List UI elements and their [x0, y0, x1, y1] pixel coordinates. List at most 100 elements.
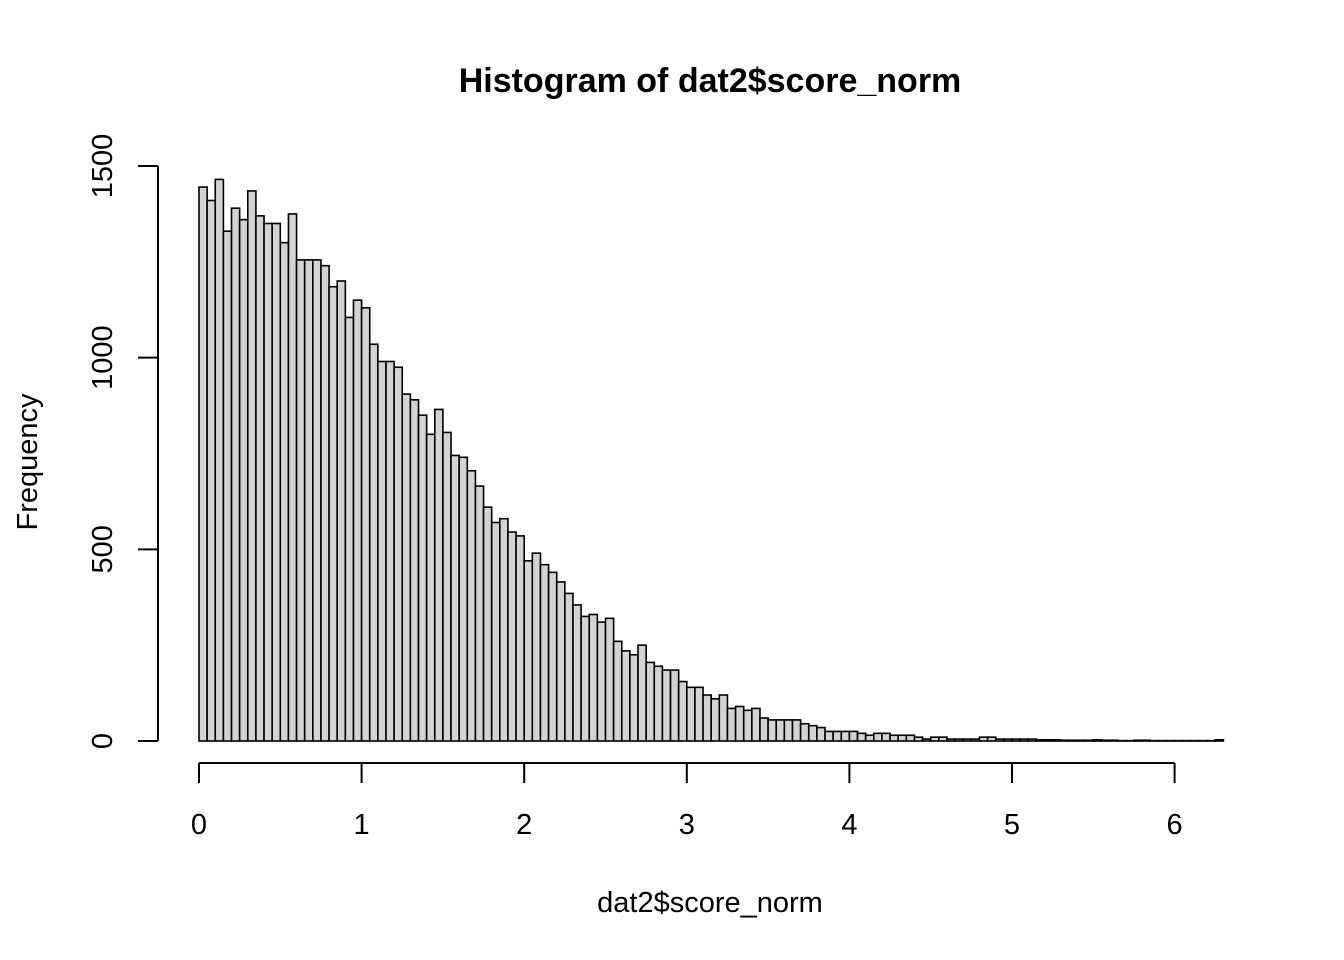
- histogram-bar: [214, 178, 225, 742]
- y-tick-label: 500: [87, 525, 119, 573]
- histogram-bar: [742, 709, 753, 742]
- histogram-bar: [279, 241, 290, 742]
- histogram-bar: [344, 316, 355, 742]
- histogram-bar: [653, 665, 664, 742]
- histogram-bar: [1051, 739, 1062, 742]
- histogram-bar: [1027, 738, 1038, 742]
- histogram-bar: [832, 730, 843, 742]
- histogram-bar: [547, 571, 558, 742]
- histogram-bar: [474, 485, 485, 742]
- y-tick-label: 1500: [87, 134, 119, 199]
- histogram-bar: [458, 456, 469, 742]
- histogram-bar: [1068, 739, 1078, 742]
- x-tick-label: 1: [354, 809, 370, 841]
- histogram-bar: [572, 604, 582, 742]
- histogram-bar: [759, 717, 769, 742]
- histogram-bar: [507, 531, 517, 742]
- histogram-bar: [320, 264, 330, 742]
- histogram-bar: [946, 738, 956, 742]
- histogram-bar: [799, 722, 810, 742]
- histogram-bar: [929, 736, 940, 742]
- histogram-bar: [385, 360, 395, 742]
- x-tick-label: 0: [191, 809, 207, 841]
- histogram-bar: [588, 613, 599, 742]
- y-tick-label: 1000: [87, 325, 119, 390]
- histogram-bar: [303, 259, 314, 742]
- y-tick-label: 0: [87, 733, 119, 749]
- histogram-bar: [921, 738, 932, 742]
- histogram-bar: [897, 734, 908, 742]
- histogram-bar: [222, 230, 233, 742]
- histogram-bar: [230, 207, 241, 742]
- histogram-bar: [1059, 739, 1070, 742]
- histogram-bar: [856, 732, 867, 742]
- histogram-bar: [661, 669, 672, 742]
- histogram-bar: [482, 506, 493, 742]
- histogram-bar: [1019, 738, 1030, 742]
- histogram-bar: [726, 707, 737, 742]
- bars-group: [198, 178, 1225, 742]
- histogram-bar: [1100, 739, 1111, 742]
- histogram-bar: [328, 285, 339, 742]
- histogram-bar: [637, 644, 647, 742]
- histogram-bar: [816, 726, 826, 742]
- histogram-bar: [466, 469, 477, 742]
- histogram-bar: [938, 736, 948, 742]
- histogram-bar: [1076, 739, 1086, 742]
- histogram-bar: [523, 560, 534, 742]
- histogram-bar: [377, 360, 387, 742]
- histogram-bar: [970, 738, 981, 742]
- histogram-bar: [629, 653, 639, 742]
- histogram-bar: [702, 694, 712, 742]
- histogram-bar: [978, 736, 989, 742]
- histogram-bar: [198, 186, 208, 742]
- histogram-bar: [263, 222, 273, 742]
- histogram-bar: [954, 738, 965, 742]
- histogram-bar: [360, 307, 371, 742]
- histogram-bar: [685, 686, 696, 742]
- histogram-bar: [425, 433, 436, 742]
- histogram-bar: [555, 581, 566, 742]
- histogram-bar: [271, 222, 282, 742]
- histogram-bar: [986, 736, 997, 742]
- histogram-bar: [596, 621, 607, 742]
- histogram-bar: [767, 719, 778, 742]
- histogram-bar: [889, 734, 899, 742]
- x-tick-label: 2: [516, 809, 532, 841]
- histogram-bar: [620, 650, 631, 742]
- histogram-bar: [450, 454, 460, 742]
- histogram-bar: [515, 535, 526, 742]
- histogram-bar: [433, 408, 444, 742]
- histogram-bar: [791, 719, 802, 742]
- histogram-bar: [645, 661, 656, 742]
- histogram-bar: [336, 280, 347, 742]
- histogram-bar: [905, 734, 916, 742]
- histogram-bar: [1011, 738, 1021, 742]
- histogram-bar: [1214, 739, 1225, 742]
- histogram-bar: [287, 213, 298, 742]
- histogram-bar: [848, 730, 859, 742]
- x-axis-label: dat2$score_norm: [597, 887, 823, 919]
- histogram-bar: [1084, 739, 1095, 742]
- histogram-bar: [255, 215, 265, 742]
- x-axis: 0 1 2 3 4 5 6: [191, 762, 1183, 841]
- histogram-bar: [442, 431, 452, 742]
- histogram-bar: [840, 730, 851, 742]
- histogram-bar: [368, 343, 379, 742]
- histogram-bar: [677, 680, 688, 742]
- histogram-bar: [580, 615, 591, 742]
- y-axis: 0 500 1000 1500: [87, 134, 159, 749]
- histogram-bar: [206, 199, 217, 742]
- histogram-bar: [490, 521, 501, 742]
- histogram-bar: [352, 299, 363, 742]
- histogram-bar: [1141, 739, 1152, 742]
- histogram-bar: [1035, 739, 1046, 742]
- x-tick-label: 4: [841, 809, 857, 841]
- histogram-bar: [783, 719, 794, 742]
- histogram-bar: [1043, 739, 1054, 742]
- histogram-bar: [604, 617, 615, 742]
- histogram-bar: [881, 732, 891, 742]
- x-tick-label: 3: [679, 809, 695, 841]
- histogram-bar: [417, 414, 428, 742]
- histogram-bar: [824, 730, 834, 742]
